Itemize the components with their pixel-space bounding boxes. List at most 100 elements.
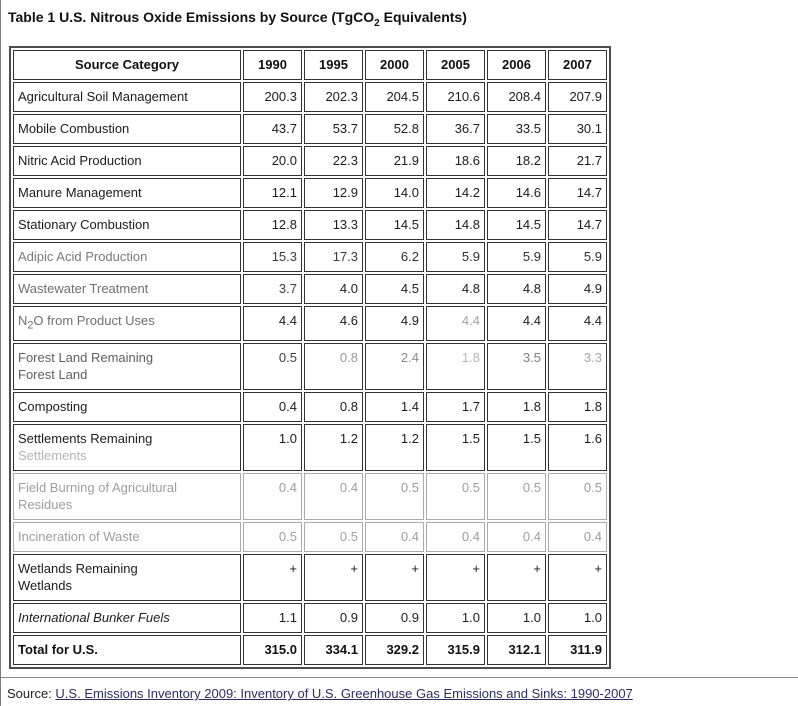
category-cell: Composting — [13, 392, 241, 423]
value-cell: 4.9 — [548, 273, 607, 304]
table-row: Wetlands Remaining Wetlands + + + + + + — [13, 554, 607, 602]
value-cell: 0.9 — [304, 603, 363, 634]
title-text-pre: Table 1 U.S. Nitrous Oxide Emissions by … — [8, 9, 375, 25]
table-row: International Bunker Fuels 1.1 0.9 0.9 1.0 1.… — [13, 603, 607, 634]
value-cell: 21.7 — [548, 145, 607, 176]
value-cell: 13.3 — [304, 209, 363, 240]
value-cell: 12.9 — [304, 177, 363, 208]
value-cell: 1.0 — [426, 603, 485, 634]
value-cell: + — [426, 554, 485, 602]
value-cell: 1.0 — [548, 603, 607, 634]
value-cell: 329.2 — [365, 635, 424, 666]
value-cell: 14.8 — [426, 209, 485, 240]
value-cell: 14.7 — [548, 177, 607, 208]
value-cell: 0.4 — [243, 392, 302, 423]
value-cell: 4.6 — [304, 305, 363, 342]
col-header-year: 2007 — [548, 49, 607, 80]
value-cell: 208.4 — [487, 81, 546, 112]
title-subscript: 2 — [374, 17, 380, 29]
value-cell: + — [243, 554, 302, 602]
category-cell: Mobile Combustion — [13, 113, 241, 144]
category-cell: International Bunker Fuels — [13, 603, 241, 634]
value-cell: 52.8 — [365, 113, 424, 144]
value-cell: 1.1 — [243, 603, 302, 634]
col-header-year: 2006 — [487, 49, 546, 80]
category-cell: Settlements Remaining Settlements — [13, 424, 241, 472]
value-cell: 20.0 — [243, 145, 302, 176]
value-cell: 1.7 — [426, 392, 485, 423]
table-row: Settlements Remaining Settlements 1.0 1.2 1.… — [13, 424, 607, 472]
value-cell: 4.5 — [365, 273, 424, 304]
col-header-year: 1990 — [243, 49, 302, 80]
value-cell: 200.3 — [243, 81, 302, 112]
value-cell: 14.2 — [426, 177, 485, 208]
value-cell: 30.1 — [548, 113, 607, 144]
value-cell: 0.5 — [304, 522, 363, 553]
value-cell: 0.5 — [365, 473, 424, 521]
table-row: Forest Land Remaining Forest Land 0.5 0.8 2.… — [13, 343, 607, 391]
table-row: Adipic Acid Production 15.3 17.3 6.2 5.9 5.9 5… — [13, 241, 607, 272]
value-cell: 53.7 — [304, 113, 363, 144]
category-cell: Field Burning of Agricultural Residues — [13, 473, 241, 521]
category-cell: Stationary Combustion — [13, 209, 241, 240]
value-cell: 0.4 — [426, 522, 485, 553]
emissions-table: Source Category 1990 1995 2000 2005 2006 2007… — [9, 45, 611, 670]
value-cell: 5.9 — [426, 241, 485, 272]
category-cell: Wetlands Remaining Wetlands — [13, 554, 241, 602]
value-cell: 3.5 — [487, 343, 546, 391]
table-row: Total for U.S. 315.0 334.1 329.2 315.9 312.1 3… — [13, 635, 607, 666]
category-cell: Nitric Acid Production — [13, 145, 241, 176]
value-cell: 14.5 — [487, 209, 546, 240]
value-cell: 43.7 — [243, 113, 302, 144]
category-cell: Forest Land Remaining Forest Land — [13, 343, 241, 391]
value-cell: 1.4 — [365, 392, 424, 423]
value-cell: 210.6 — [426, 81, 485, 112]
table-row: N2O from Product Uses 4.4 4.6 4.9 4.4 4.4 4.4 — [13, 305, 607, 342]
value-cell: 1.2 — [365, 424, 424, 472]
category-cell: Manure Management — [13, 177, 241, 208]
category-cell: Incineration of Waste — [13, 522, 241, 553]
table-row: Field Burning of Agricultural Residues 0.4… — [13, 473, 607, 521]
value-cell: 33.5 — [487, 113, 546, 144]
col-header-year: 2005 — [426, 49, 485, 80]
value-cell: 1.5 — [487, 424, 546, 472]
value-cell: + — [487, 554, 546, 602]
value-cell: + — [365, 554, 424, 602]
source-link[interactable]: U.S. Emissions Inventory 2009: Inventory… — [55, 686, 633, 702]
value-cell: 315.0 — [243, 635, 302, 666]
value-cell: 1.8 — [487, 392, 546, 423]
value-cell: 4.4 — [426, 305, 485, 342]
value-cell: 311.9 — [548, 635, 607, 666]
category-cell: N2O from Product Uses — [13, 305, 241, 342]
value-cell: + — [304, 554, 363, 602]
category-cell: Wastewater Treatment — [13, 273, 241, 304]
value-cell: 0.4 — [243, 473, 302, 521]
category-cell: Total for U.S. — [13, 635, 241, 666]
table-row: Mobile Combustion 43.7 53.7 52.8 36.7 33.5 30.… — [13, 113, 607, 144]
value-cell: 1.5 — [426, 424, 485, 472]
value-cell: 4.9 — [365, 305, 424, 342]
value-cell: 18.6 — [426, 145, 485, 176]
value-cell: 0.5 — [487, 473, 546, 521]
value-cell: 4.8 — [426, 273, 485, 304]
value-cell: 312.1 — [487, 635, 546, 666]
value-cell: 0.4 — [487, 522, 546, 553]
value-cell: 14.6 — [487, 177, 546, 208]
value-cell: 1.0 — [487, 603, 546, 634]
value-cell: 1.8 — [548, 392, 607, 423]
table-row: Composting 0.4 0.8 1.4 1.7 1.8 1.8 — [13, 392, 607, 423]
value-cell: 4.4 — [243, 305, 302, 342]
value-cell: 315.9 — [426, 635, 485, 666]
value-cell: + — [548, 554, 607, 602]
value-cell: 207.9 — [548, 81, 607, 112]
value-cell: 0.5 — [548, 473, 607, 521]
value-cell: 1.0 — [243, 424, 302, 472]
divider — [1, 677, 798, 679]
value-cell: 5.9 — [548, 241, 607, 272]
category-cell: Agricultural Soil Management — [13, 81, 241, 112]
table-row: Incineration of Waste 0.5 0.5 0.4 0.4 0.4 0.4 — [13, 522, 607, 553]
value-cell: 3.7 — [243, 273, 302, 304]
value-cell: 0.4 — [548, 522, 607, 553]
value-cell: 2.4 — [365, 343, 424, 391]
